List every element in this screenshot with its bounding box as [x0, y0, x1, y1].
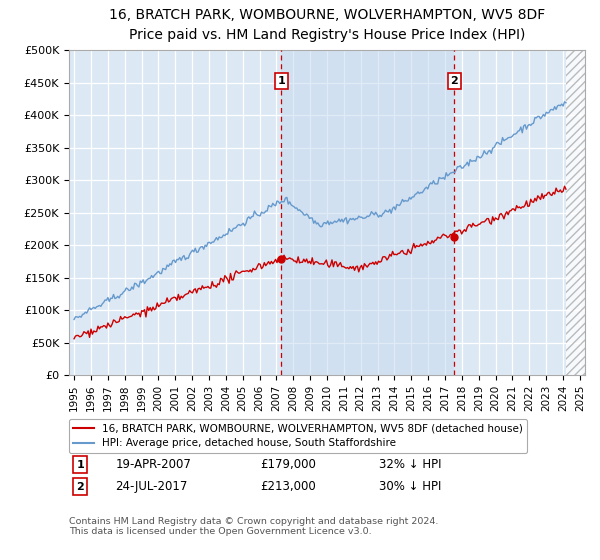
- Text: 2: 2: [451, 76, 458, 86]
- Text: 2: 2: [76, 482, 84, 492]
- Text: 32% ↓ HPI: 32% ↓ HPI: [379, 458, 441, 471]
- Text: 1: 1: [76, 460, 84, 469]
- Title: 16, BRATCH PARK, WOMBOURNE, WOLVERHAMPTON, WV5 8DF
Price paid vs. HM Land Regist: 16, BRATCH PARK, WOMBOURNE, WOLVERHAMPTO…: [109, 8, 545, 43]
- Text: 30% ↓ HPI: 30% ↓ HPI: [379, 480, 441, 493]
- Text: 19-APR-2007: 19-APR-2007: [115, 458, 191, 471]
- Text: Contains HM Land Registry data © Crown copyright and database right 2024.
This d: Contains HM Land Registry data © Crown c…: [69, 517, 439, 536]
- Bar: [566, 50, 585, 375]
- Bar: [281, 50, 454, 375]
- Text: 24-JUL-2017: 24-JUL-2017: [115, 480, 188, 493]
- Text: 1: 1: [278, 76, 286, 86]
- Text: £179,000: £179,000: [260, 458, 316, 471]
- Text: £213,000: £213,000: [260, 480, 316, 493]
- Legend: 16, BRATCH PARK, WOMBOURNE, WOLVERHAMPTON, WV5 8DF (detached house), HPI: Averag: 16, BRATCH PARK, WOMBOURNE, WOLVERHAMPTO…: [69, 419, 527, 452]
